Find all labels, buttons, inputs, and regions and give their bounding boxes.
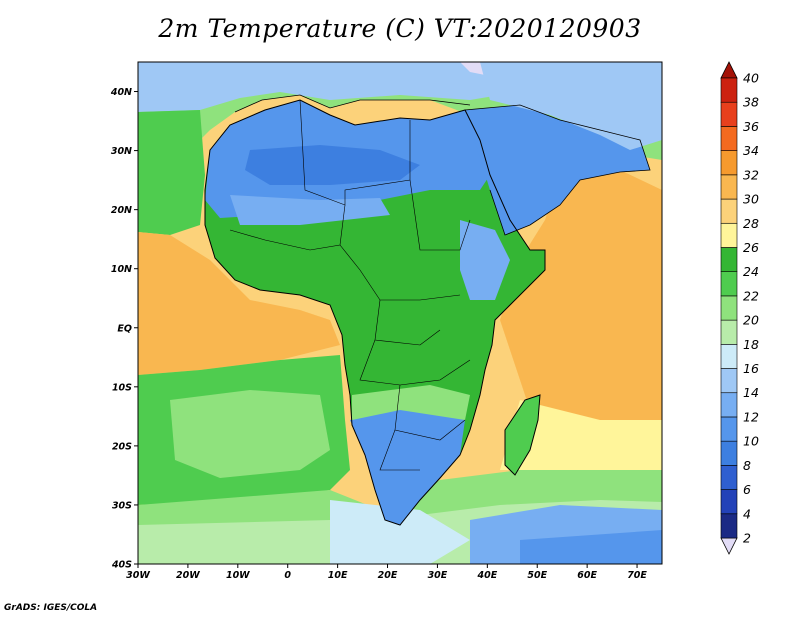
colorbar-swatch [720,101,738,127]
lat-tick-label: 20S [112,441,132,452]
madagascar [505,395,540,475]
colorbar-swatch [720,198,738,224]
arabia-coastline [464,104,651,236]
colorbar-label: 34 [743,143,759,158]
colorbar-swatch [720,295,738,321]
southern-africa-cool [350,395,465,525]
colorbar-label: 4 [743,506,751,521]
country-borders [229,99,471,471]
lon-tick-label: 10W [226,570,250,581]
credit-label: GrADS: IGES/COLA [4,603,98,613]
middle-east [480,62,662,150]
colorbar-swatch [720,174,738,200]
temperature-field [138,62,662,564]
colorbar-swatch [720,319,738,345]
colorbar-label: 36 [743,119,759,134]
lat-tick-label: 40S [111,560,132,571]
lon-tick-label: 20W [176,570,200,581]
colorbar-swatch [720,126,738,151]
colorbar-label: 24 [743,264,759,279]
lon-tick-label: 40E [476,570,497,581]
lon-tick-label: 10E [328,570,348,581]
lon-tick-label: 60E [577,570,597,581]
lon-tick-label: 0 [284,570,291,581]
colorbar-label: 8 [743,458,751,473]
indian-ocean-yellow [500,400,662,470]
colorbar-swatch [720,368,738,394]
colorbar-swatch [720,513,738,539]
colorbar-label: 6 [743,482,751,497]
lat-tick-label: 30N [111,146,132,157]
colorbar-label: 10 [743,434,759,449]
colorbar-label: 20 [743,313,759,328]
chart-title: 2m Temperature (C) VT:2020120903 [158,14,642,43]
plot-frame [137,61,663,565]
africa-coastline [204,99,546,526]
colorbar-label: 18 [743,337,759,352]
colorbar-swatch [720,247,738,272]
europe-coastline [234,94,471,113]
colorbar-label: 38 [743,95,759,110]
arabia [465,105,650,235]
colorbar-swatch [720,392,738,418]
colorbar-label: 32 [743,167,759,182]
colorbar-swatch [720,344,738,369]
lat-tick-label: 40N [110,87,132,98]
southern-band-5 [520,530,662,564]
lat-tick-label: EQ [117,323,132,334]
colorbar-swatch [720,416,738,442]
colorbar-under-arrow [720,537,738,555]
indian-ocean-warm [500,170,662,440]
southern-africa-green [352,385,470,420]
atlantic-green [138,110,205,235]
sahara-cold [245,145,420,185]
colorbar-label: 14 [743,385,759,400]
lat-tick-label: 10N [111,264,132,275]
colorbar-over-arrow [720,61,738,79]
colorbar-swatch [720,150,738,176]
colorbar-swatch [720,440,738,466]
tropical-atlantic [138,232,340,375]
lat-tick-label: 30S [112,500,132,511]
southern-band-3 [330,500,470,564]
colorbar-label: 22 [743,288,759,303]
colorbar-label: 12 [743,409,759,424]
colorbar-label: 16 [743,361,759,376]
lon-tick-label: 30W [126,570,150,581]
colorbar-swatch [720,465,738,490]
colorbar-label: 28 [743,216,759,231]
ethiopia-cool [460,220,510,300]
south-atlantic-light [170,390,330,478]
lat-tick-label: 20N [111,205,132,216]
sahel-cool [230,195,390,225]
colorbar-swatch [720,271,738,297]
colorbar-label: 40 [743,71,759,86]
colorbar-label: 30 [743,192,759,207]
lat-tick-label: 10S [112,382,132,393]
colorbar-label: 26 [743,240,759,255]
lon-tick-label: 30E [428,570,448,581]
colorbar-label: 2 [743,531,751,546]
lon-tick-label: 70E [627,570,647,581]
colorbar-swatch [720,222,738,248]
axis-ticks: 30W 20W 10W 0 10E 20E 30E 40E 50E 60E 70E 40S 30S 20S… [110,87,648,581]
madagascar-coastline [504,394,541,476]
colorbar-swatch [720,77,738,103]
colorbar-swatch [720,489,738,515]
lon-tick-label: 20E [378,570,398,581]
lon-tick-label: 50E [527,570,547,581]
